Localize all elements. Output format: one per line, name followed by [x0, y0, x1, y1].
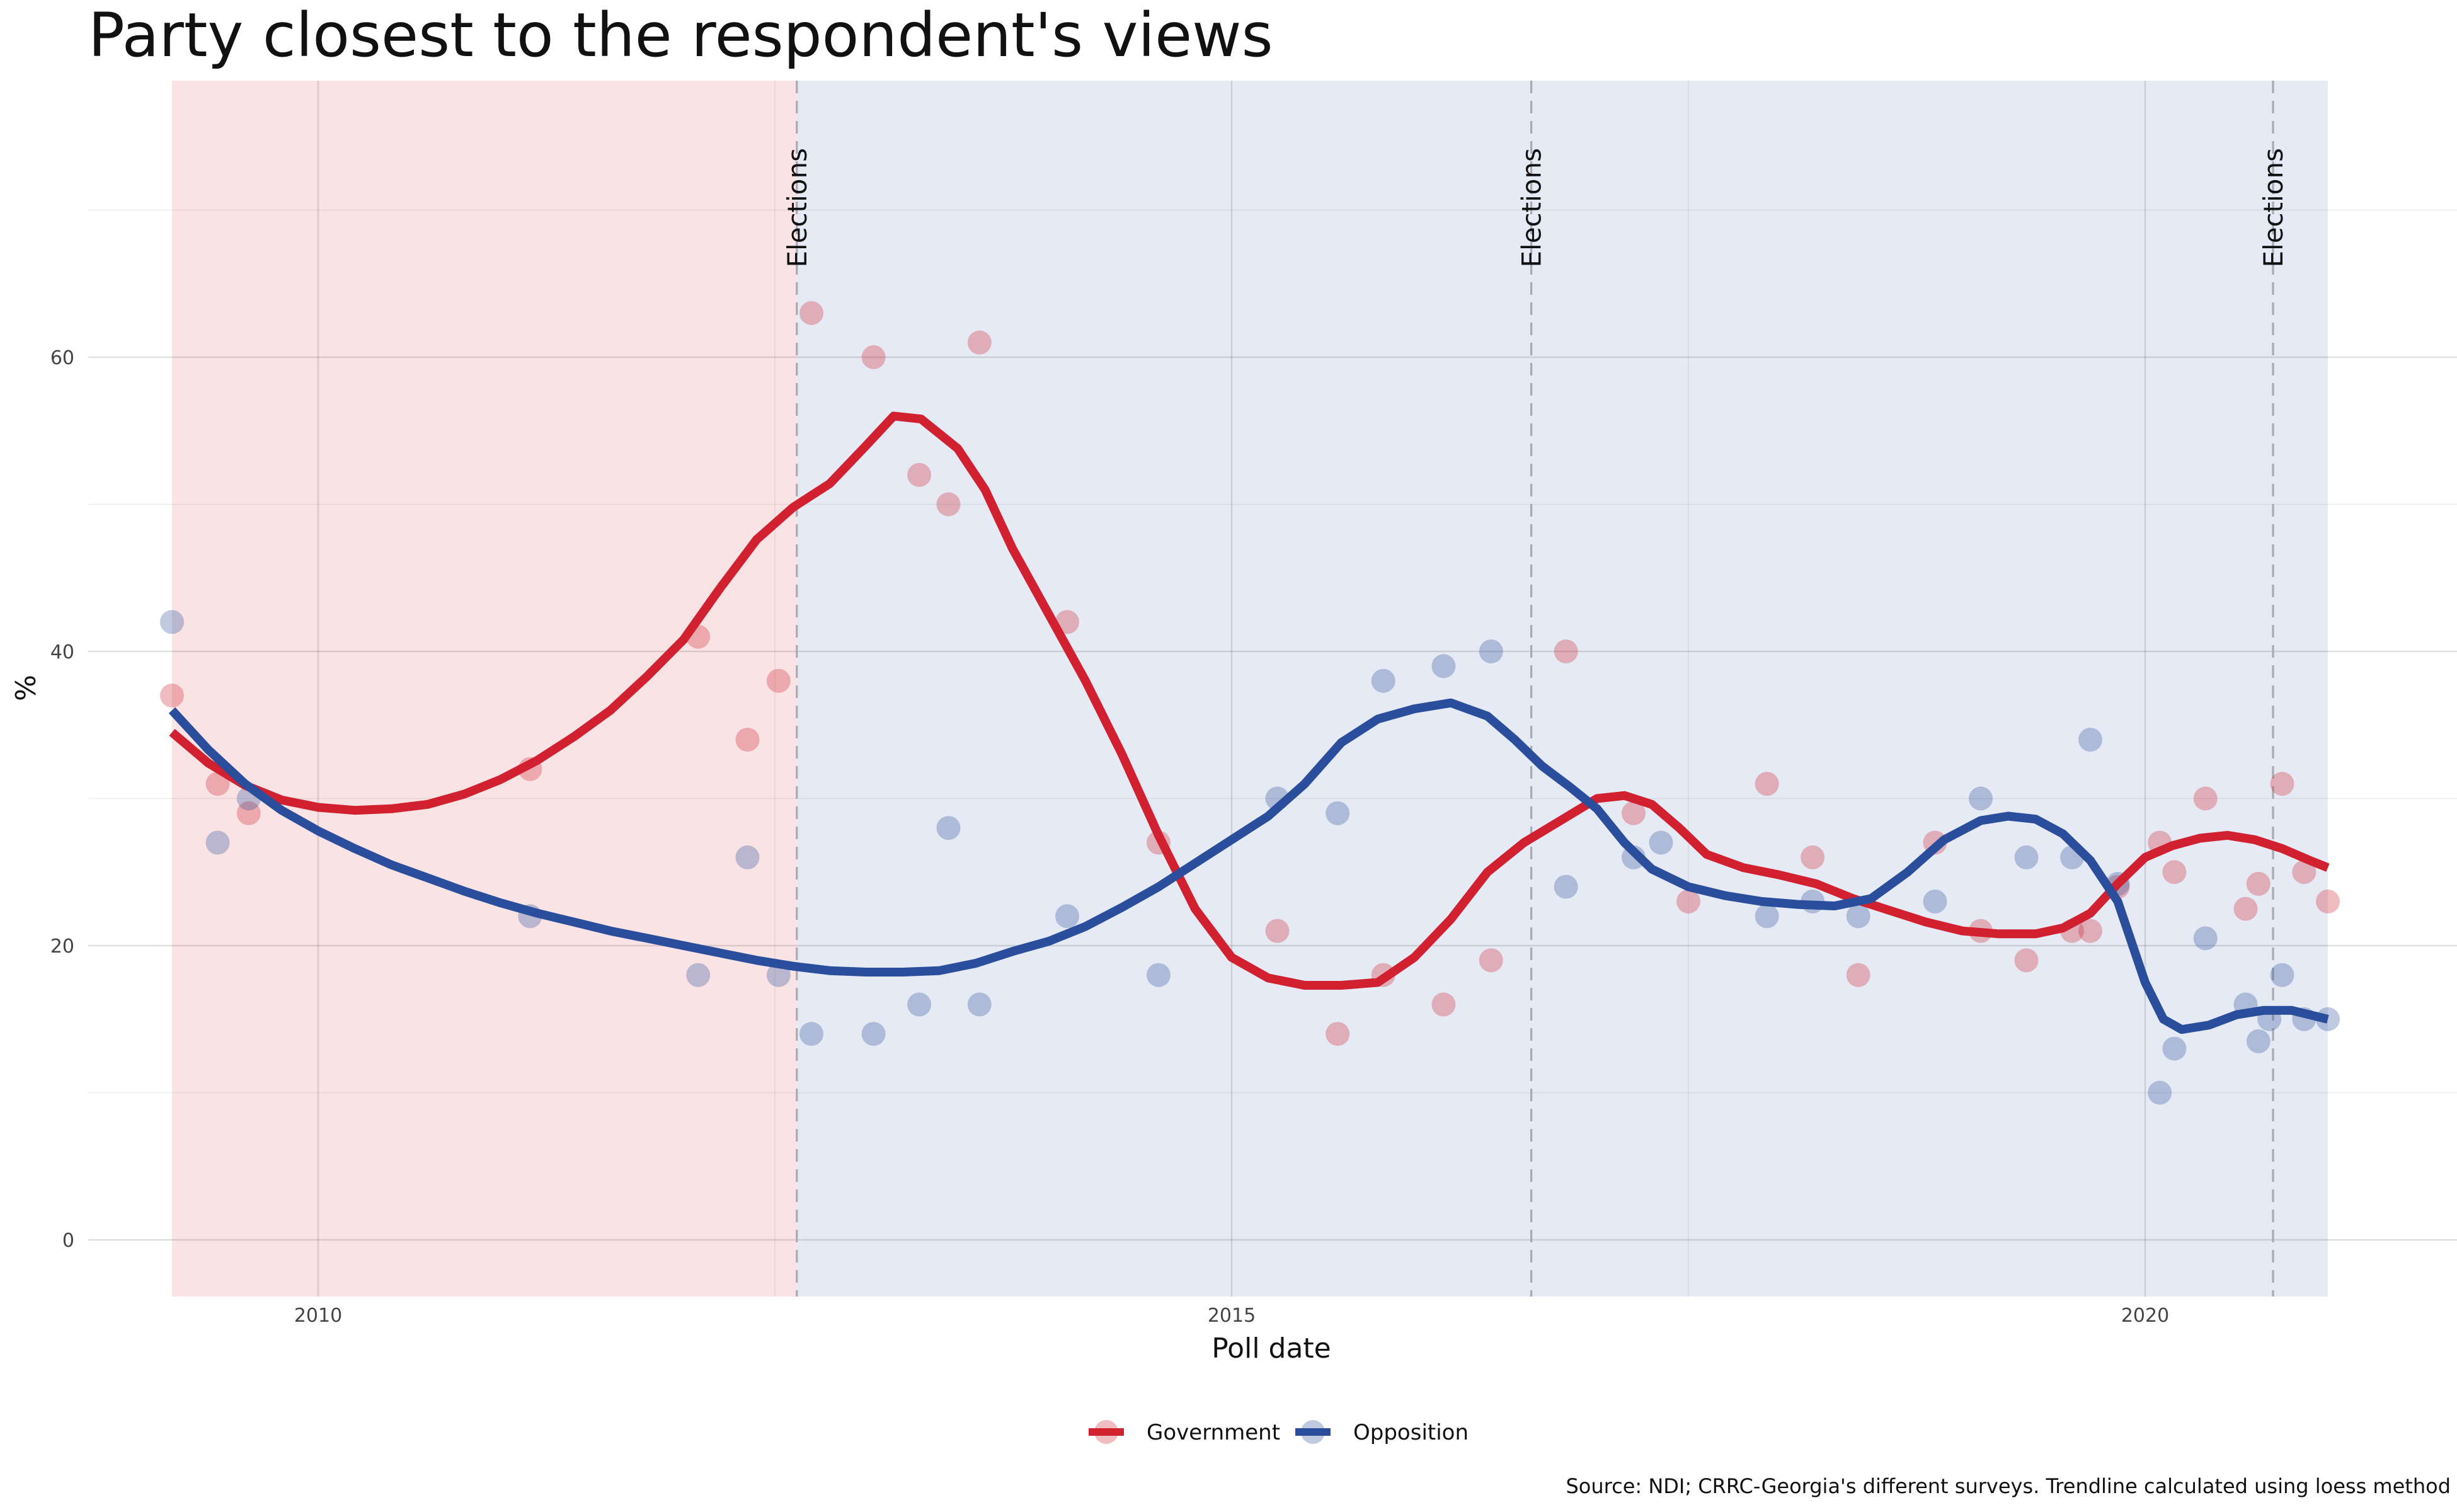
opposition-trend-line: [168, 698, 2329, 1034]
opposition-point: [2270, 963, 2294, 987]
legend-key-point-opposition: [1301, 1420, 1325, 1444]
government-point: [2233, 896, 2258, 921]
government-point: [2316, 889, 2340, 914]
grid-lines: [88, 81, 2457, 1297]
government-point: [1479, 948, 1503, 973]
government-point: [936, 492, 961, 517]
x-axis-title: Poll date: [1211, 1332, 1331, 1365]
y-tick-label: 60: [50, 347, 74, 369]
legend: Government Opposition: [1089, 1420, 1469, 1445]
x-tick-label: 2010: [294, 1305, 342, 1327]
government-point: [160, 684, 184, 708]
period-band-1: [172, 81, 797, 1297]
government-point: [2162, 860, 2187, 885]
opposition-point: [686, 963, 711, 987]
government-point: [1801, 845, 1825, 869]
government-point: [2246, 871, 2271, 896]
y-tick-label: 40: [50, 641, 74, 663]
government-point: [236, 801, 261, 825]
opposition-point: [2148, 1080, 2172, 1105]
government-point: [2078, 919, 2102, 943]
election-label-3: Elections: [2258, 148, 2289, 267]
government-point: [735, 728, 760, 752]
government-point: [1431, 992, 1456, 1017]
x-tick-label: 2020: [2121, 1305, 2169, 1327]
government-point: [907, 462, 932, 487]
government-point: [1846, 963, 1870, 987]
opposition-point: [2014, 845, 2039, 869]
government-point: [1554, 639, 1578, 663]
period-band-2: [796, 81, 2328, 1297]
opposition-point: [735, 845, 760, 869]
opposition-point: [1055, 904, 1079, 929]
opposition-point: [861, 1022, 886, 1046]
government-point: [766, 668, 791, 693]
government-point: [799, 301, 823, 325]
opposition-point: [1431, 654, 1456, 679]
opposition-point: [799, 1022, 823, 1046]
government-point: [2292, 860, 2317, 885]
opposition-point: [1649, 830, 1673, 855]
opposition-point: [1846, 904, 1870, 929]
election-label-2: Elections: [1516, 148, 1547, 267]
legend-label-government: Government: [1147, 1420, 1280, 1445]
government-trend-line: [169, 411, 2330, 990]
government-point: [1755, 772, 1779, 796]
opposition-point: [1371, 668, 1395, 693]
opposition-point: [936, 816, 961, 840]
government-point: [967, 330, 992, 355]
opposition-point: [1147, 963, 1171, 987]
y-axis-title: %: [10, 675, 42, 701]
source-caption: Source: NDI; CRRC-Georgia's different su…: [1566, 1474, 2451, 1498]
government-point: [1265, 919, 1290, 943]
opposition-point: [967, 992, 992, 1017]
data-points: [160, 301, 2340, 1105]
opposition-point: [2193, 926, 2218, 951]
chart-title: Party closest to the respondent's views: [88, 0, 1273, 71]
opposition-point: [1969, 786, 1993, 811]
election-label-1: Elections: [782, 148, 813, 267]
opposition-point: [160, 610, 184, 634]
trend-lines: [168, 411, 2330, 1034]
opposition-point: [1923, 889, 1947, 914]
opposition-point: [907, 992, 932, 1017]
opposition-point: [1479, 639, 1503, 663]
y-tick-label: 0: [62, 1230, 74, 1252]
x-tick-label: 2015: [1208, 1305, 1256, 1327]
government-point: [205, 772, 230, 796]
opposition-point: [2162, 1036, 2187, 1061]
government-point: [2014, 948, 2039, 973]
government-point: [1676, 889, 1700, 914]
opposition-point: [205, 830, 230, 855]
government-point: [1622, 801, 1646, 825]
government-point: [1326, 1022, 1350, 1046]
opposition-point: [2078, 728, 2102, 752]
government-point: [2270, 772, 2294, 796]
period-bands: [172, 81, 2328, 1297]
y-tick-label: 20: [50, 936, 74, 958]
government-point: [2193, 786, 2218, 811]
opposition-point: [1326, 801, 1350, 825]
government-point: [861, 345, 886, 369]
opposition-point: [2246, 1029, 2271, 1053]
legend-key-point-government: [1094, 1420, 1118, 1444]
election-markers: Elections Elections Elections: [782, 81, 2289, 1297]
legend-label-opposition: Opposition: [1353, 1420, 1469, 1445]
opposition-point: [1755, 904, 1779, 929]
opposition-point: [1554, 874, 1578, 899]
axes: 0 20 40 60 2010 2015 2020 Poll date%: [10, 347, 2169, 1365]
